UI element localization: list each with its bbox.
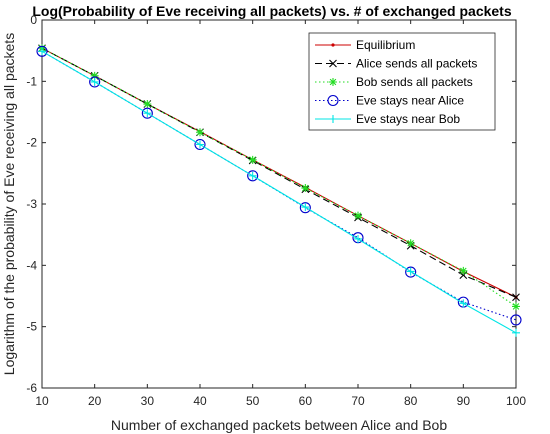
legend-item: Eve stays near Bob (315, 112, 460, 126)
x-tick-label: 50 (246, 394, 260, 408)
y-axis-label: Logarithm of the probability of Eve rece… (1, 33, 17, 375)
x-tick-label: 30 (141, 394, 155, 408)
data-point (143, 109, 152, 118)
data-point (512, 328, 520, 337)
data-point (510, 314, 522, 326)
x-tick-label: 100 (506, 394, 526, 408)
legend-marker (327, 94, 339, 107)
x-tick-label: 10 (35, 394, 49, 408)
legend-item: Bob sends all packets (315, 75, 473, 89)
x-tick-label: 40 (193, 394, 207, 408)
data-point (194, 138, 206, 151)
legend-label: Bob sends all packets (356, 75, 473, 89)
x-tick-label: 60 (299, 394, 313, 408)
y-tick-label: -4 (26, 258, 37, 272)
legend-marker (329, 115, 337, 123)
legend: Equilibrium Alice sends all packets Bob se… (308, 32, 496, 131)
legend-label: Eve stays near Alice (356, 94, 464, 108)
data-point (301, 184, 310, 193)
data-point (248, 171, 257, 180)
data-point (406, 239, 415, 248)
y-tick-label: -6 (26, 381, 37, 395)
x-tick-label: 70 (351, 394, 365, 408)
series-layer (36, 44, 522, 337)
series-line (41, 50, 517, 334)
legend-label: Alice sends all packets (356, 57, 477, 71)
y-tick-label: -2 (26, 136, 37, 150)
data-point (354, 211, 362, 220)
legend-marker (329, 59, 337, 68)
data-point (405, 266, 417, 278)
data-point (38, 47, 46, 56)
data-point (90, 77, 99, 86)
data-point (459, 266, 468, 275)
series-4 (38, 47, 520, 337)
data-point (299, 202, 311, 214)
legend-marker (331, 43, 335, 47)
data-point (36, 45, 48, 57)
data-point (406, 267, 415, 276)
data-point (89, 76, 101, 88)
data-point (196, 140, 204, 149)
y-tick-label: -1 (26, 74, 37, 88)
legend-label: Eve stays near Bob (356, 112, 460, 126)
x-axis: 10 20 30 40 50 60 70 80 90 100 (35, 20, 526, 408)
x-tick-label: 90 (457, 394, 471, 408)
data-point (459, 299, 468, 308)
data-point (512, 302, 520, 311)
data-point (196, 128, 204, 137)
y-axis: 0 -1 -2 -3 -4 -5 -6 (26, 13, 516, 395)
legend-item: Eve stays near Alice (315, 94, 464, 108)
data-point (90, 71, 99, 80)
data-point (354, 234, 362, 243)
data-point (141, 107, 153, 119)
data-point (301, 203, 310, 212)
data-point (512, 293, 520, 302)
x-axis-label: Number of exchanged packets between Alic… (111, 417, 447, 433)
data-point (248, 155, 257, 164)
y-tick-label: 0 (30, 13, 37, 27)
y-tick-label: -5 (26, 320, 37, 334)
data-point (143, 100, 152, 109)
legend-item: Alice sends all packets (315, 57, 477, 71)
y-tick-label: -3 (26, 197, 37, 211)
x-tick-label: 80 (404, 394, 418, 408)
legend-marker (329, 78, 337, 86)
data-point (247, 170, 259, 182)
x-tick-label: 20 (88, 394, 102, 408)
series-line (41, 47, 517, 307)
legend-item: Equilibrium (315, 38, 415, 52)
legend-label: Equilibrium (356, 38, 415, 52)
chart-title: Log(Probability of Eve receiving all pac… (32, 3, 511, 19)
